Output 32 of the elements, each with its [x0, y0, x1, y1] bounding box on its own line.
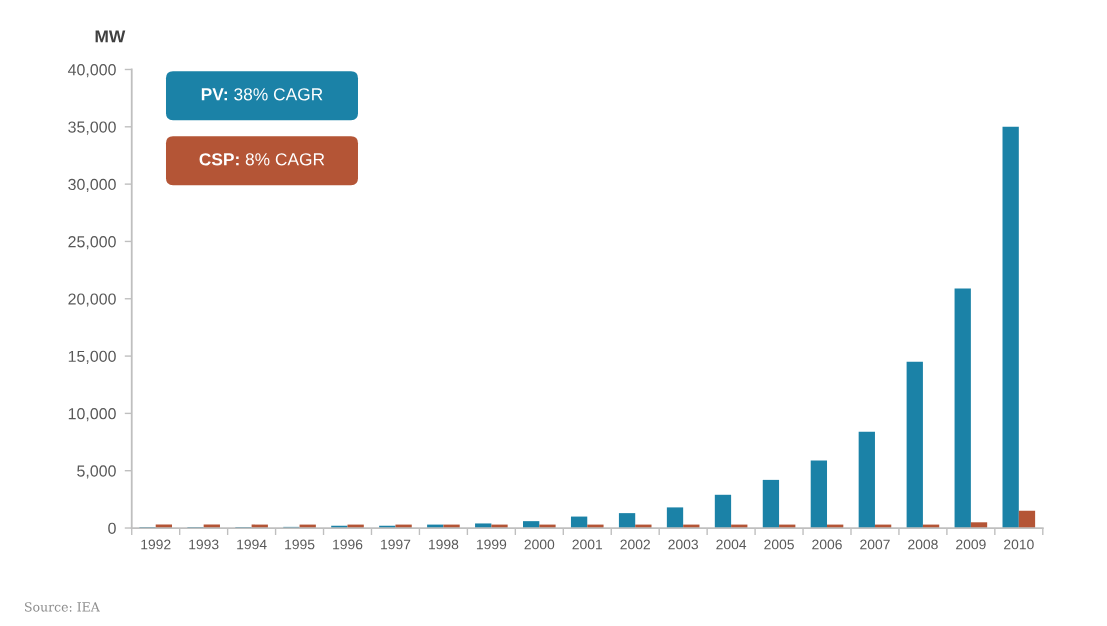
- y-tick-label: 15,000: [68, 350, 116, 364]
- text: PV: 38% CAGR: [201, 88, 323, 101]
- x-tick-label: 1994: [237, 539, 267, 550]
- y-axis-title: MW: [95, 30, 126, 43]
- x-tick-label: 2006: [812, 539, 842, 550]
- x-tick-label: 1995: [285, 539, 315, 550]
- x-tick-label: 1999: [476, 539, 507, 550]
- text: CSP: 8% CAGR: [199, 153, 325, 166]
- y-tick-label: 10,000: [68, 408, 116, 422]
- y-tick-label: 30,000: [68, 178, 116, 192]
- x-tick-label: 2004: [716, 539, 747, 550]
- x-tick-label: 2001: [572, 539, 603, 550]
- x-tick-label: 1993: [189, 539, 219, 550]
- y-tick-label: 35,000: [68, 121, 116, 135]
- x-tick-label: 2008: [908, 539, 938, 550]
- y-tick-label: 5,000: [77, 465, 116, 479]
- x-tick-label: 1992: [141, 539, 171, 550]
- source-note: Source: IEA: [25, 602, 100, 612]
- y-tick-label: 20,000: [68, 293, 116, 307]
- x-tick-label: 1996: [333, 539, 363, 550]
- x-tick-label: 2005: [764, 539, 794, 550]
- x-tick-label: 2009: [956, 539, 986, 550]
- y-tick-label: 25,000: [68, 236, 116, 250]
- x-tick-label: 2007: [860, 539, 890, 550]
- x-tick-label: 1998: [429, 539, 459, 550]
- y-tick-label: 40,000: [67, 64, 116, 78]
- x-tick-label: 2003: [668, 539, 698, 550]
- y-tick-label: 0: [108, 522, 116, 534]
- x-tick-label: 2000: [524, 539, 555, 550]
- x-tick-label: 2010: [1004, 539, 1034, 550]
- x-tick-label: 2002: [620, 539, 650, 550]
- x-tick-label: 1997: [381, 539, 411, 550]
